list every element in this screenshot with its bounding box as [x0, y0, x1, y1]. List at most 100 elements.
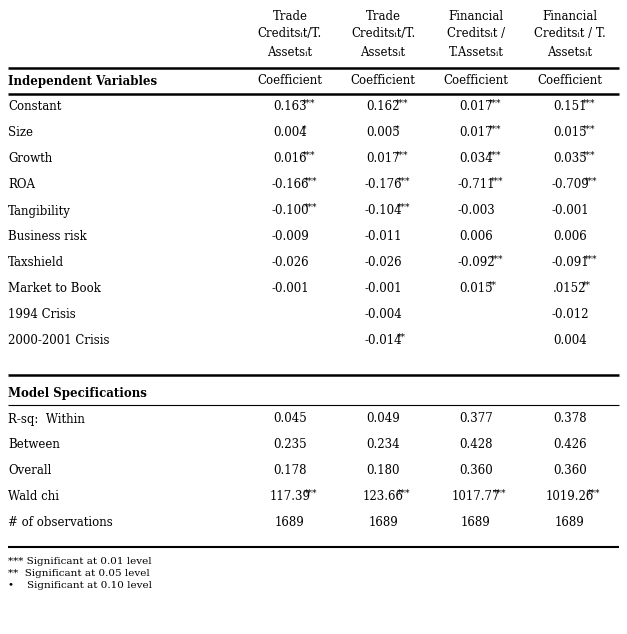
Text: Tangibility: Tangibility	[8, 205, 71, 217]
Text: .0152: .0152	[553, 283, 587, 295]
Text: 117.39: 117.39	[270, 491, 310, 503]
Text: Financial: Financial	[448, 10, 503, 22]
Text: 0.428: 0.428	[459, 439, 493, 451]
Text: ***: ***	[398, 177, 411, 186]
Text: Assetsᵢt: Assetsᵢt	[268, 46, 312, 58]
Text: ***: ***	[304, 177, 318, 186]
Text: 0.163: 0.163	[273, 101, 307, 113]
Text: -0.166: -0.166	[271, 179, 309, 191]
Text: Overall: Overall	[8, 465, 51, 477]
Text: ***: ***	[488, 99, 502, 108]
Text: Model Specifications: Model Specifications	[8, 387, 147, 399]
Text: 1994 Crisis: 1994 Crisis	[8, 309, 76, 321]
Text: Coefficient: Coefficient	[350, 75, 416, 87]
Text: Growth: Growth	[8, 153, 52, 165]
Text: 123.66: 123.66	[362, 491, 404, 503]
Text: 0.377: 0.377	[459, 413, 493, 425]
Text: Business risk: Business risk	[8, 231, 87, 243]
Text: 0.034: 0.034	[459, 153, 493, 165]
Text: -0.709: -0.709	[551, 179, 589, 191]
Text: # of observations: # of observations	[8, 517, 113, 529]
Text: T.Assetsᵢt: T.Assetsᵢt	[448, 46, 503, 58]
Text: 0.162: 0.162	[366, 101, 400, 113]
Text: -0.001: -0.001	[364, 283, 402, 295]
Text: 0.360: 0.360	[459, 465, 493, 477]
Text: -0.012: -0.012	[551, 309, 589, 321]
Text: -0.026: -0.026	[271, 257, 309, 269]
Text: ***: ***	[488, 125, 502, 134]
Text: -0.711: -0.711	[457, 179, 495, 191]
Text: ***: ***	[488, 151, 502, 160]
Text: 1019.26: 1019.26	[546, 491, 594, 503]
Text: Assetsᵢt: Assetsᵢt	[361, 46, 406, 58]
Text: Constant: Constant	[8, 101, 61, 113]
Text: Trade: Trade	[366, 10, 401, 22]
Text: -0.004: -0.004	[364, 309, 402, 321]
Text: 0.004: 0.004	[273, 127, 307, 139]
Text: ***: ***	[302, 99, 315, 108]
Text: -0.009: -0.009	[271, 231, 309, 243]
Text: 0.015: 0.015	[459, 283, 493, 295]
Text: 1689: 1689	[461, 517, 491, 529]
Text: 1689: 1689	[275, 517, 305, 529]
Text: 0.017: 0.017	[459, 127, 493, 139]
Text: ***: ***	[586, 489, 600, 498]
Text: ***: ***	[584, 177, 598, 186]
Text: -0.011: -0.011	[364, 231, 402, 243]
Text: 0.006: 0.006	[459, 231, 493, 243]
Text: **: **	[398, 333, 406, 342]
Text: 1689: 1689	[555, 517, 585, 529]
Text: 0.234: 0.234	[366, 439, 400, 451]
Text: -0.100: -0.100	[271, 205, 309, 217]
Text: ***: ***	[398, 203, 411, 212]
Text: ***: ***	[302, 151, 315, 160]
Text: •    Significant at 0.10 level: • Significant at 0.10 level	[8, 581, 152, 590]
Text: Assetsᵢt: Assetsᵢt	[547, 46, 593, 58]
Text: Creditsᵢt / T.: Creditsᵢt / T.	[534, 27, 606, 41]
Text: -0.091: -0.091	[551, 257, 589, 269]
Text: -0.014: -0.014	[364, 335, 402, 347]
Text: 0.426: 0.426	[553, 439, 587, 451]
Text: Coefficient: Coefficient	[258, 75, 322, 87]
Text: 0.005: 0.005	[366, 127, 400, 139]
Text: Coefficient: Coefficient	[443, 75, 508, 87]
Text: ***: ***	[582, 99, 596, 108]
Text: Trade: Trade	[273, 10, 307, 22]
Text: 0.017: 0.017	[459, 101, 493, 113]
Text: 0.016: 0.016	[273, 153, 307, 165]
Text: Taxshield: Taxshield	[8, 257, 64, 269]
Text: ***: ***	[304, 489, 318, 498]
Text: ***: ***	[490, 177, 503, 186]
Text: -0.104: -0.104	[364, 205, 402, 217]
Text: -0.001: -0.001	[551, 205, 589, 217]
Text: Creditsᵢt/T.: Creditsᵢt/T.	[351, 27, 415, 41]
Text: ***: ***	[490, 255, 503, 264]
Text: 0.006: 0.006	[553, 231, 587, 243]
Text: Creditsᵢt /: Creditsᵢt /	[447, 27, 505, 41]
Text: ***: ***	[398, 489, 411, 498]
Text: 0.004: 0.004	[553, 335, 587, 347]
Text: ***: ***	[395, 99, 409, 108]
Text: 2000-2001 Crisis: 2000-2001 Crisis	[8, 335, 110, 347]
Text: 1689: 1689	[368, 517, 398, 529]
Text: 0.017: 0.017	[366, 153, 400, 165]
Text: 0.180: 0.180	[366, 465, 400, 477]
Text: ***: ***	[582, 125, 596, 134]
Text: -0.026: -0.026	[364, 257, 402, 269]
Text: ***: ***	[304, 203, 318, 212]
Text: 0.045: 0.045	[273, 413, 307, 425]
Text: 0.015: 0.015	[553, 127, 587, 139]
Text: -0.003: -0.003	[457, 205, 495, 217]
Text: Financial: Financial	[542, 10, 598, 22]
Text: ***: ***	[584, 255, 598, 264]
Text: 0.151: 0.151	[553, 101, 587, 113]
Text: *: *	[302, 125, 307, 134]
Text: ***: ***	[582, 151, 596, 160]
Text: 0.035: 0.035	[553, 153, 587, 165]
Text: -0.176: -0.176	[364, 179, 402, 191]
Text: Wald chi: Wald chi	[8, 491, 59, 503]
Text: **  Significant at 0.05 level: ** Significant at 0.05 level	[8, 569, 150, 578]
Text: ROA: ROA	[8, 179, 35, 191]
Text: Between: Between	[8, 439, 60, 451]
Text: 0.178: 0.178	[273, 465, 307, 477]
